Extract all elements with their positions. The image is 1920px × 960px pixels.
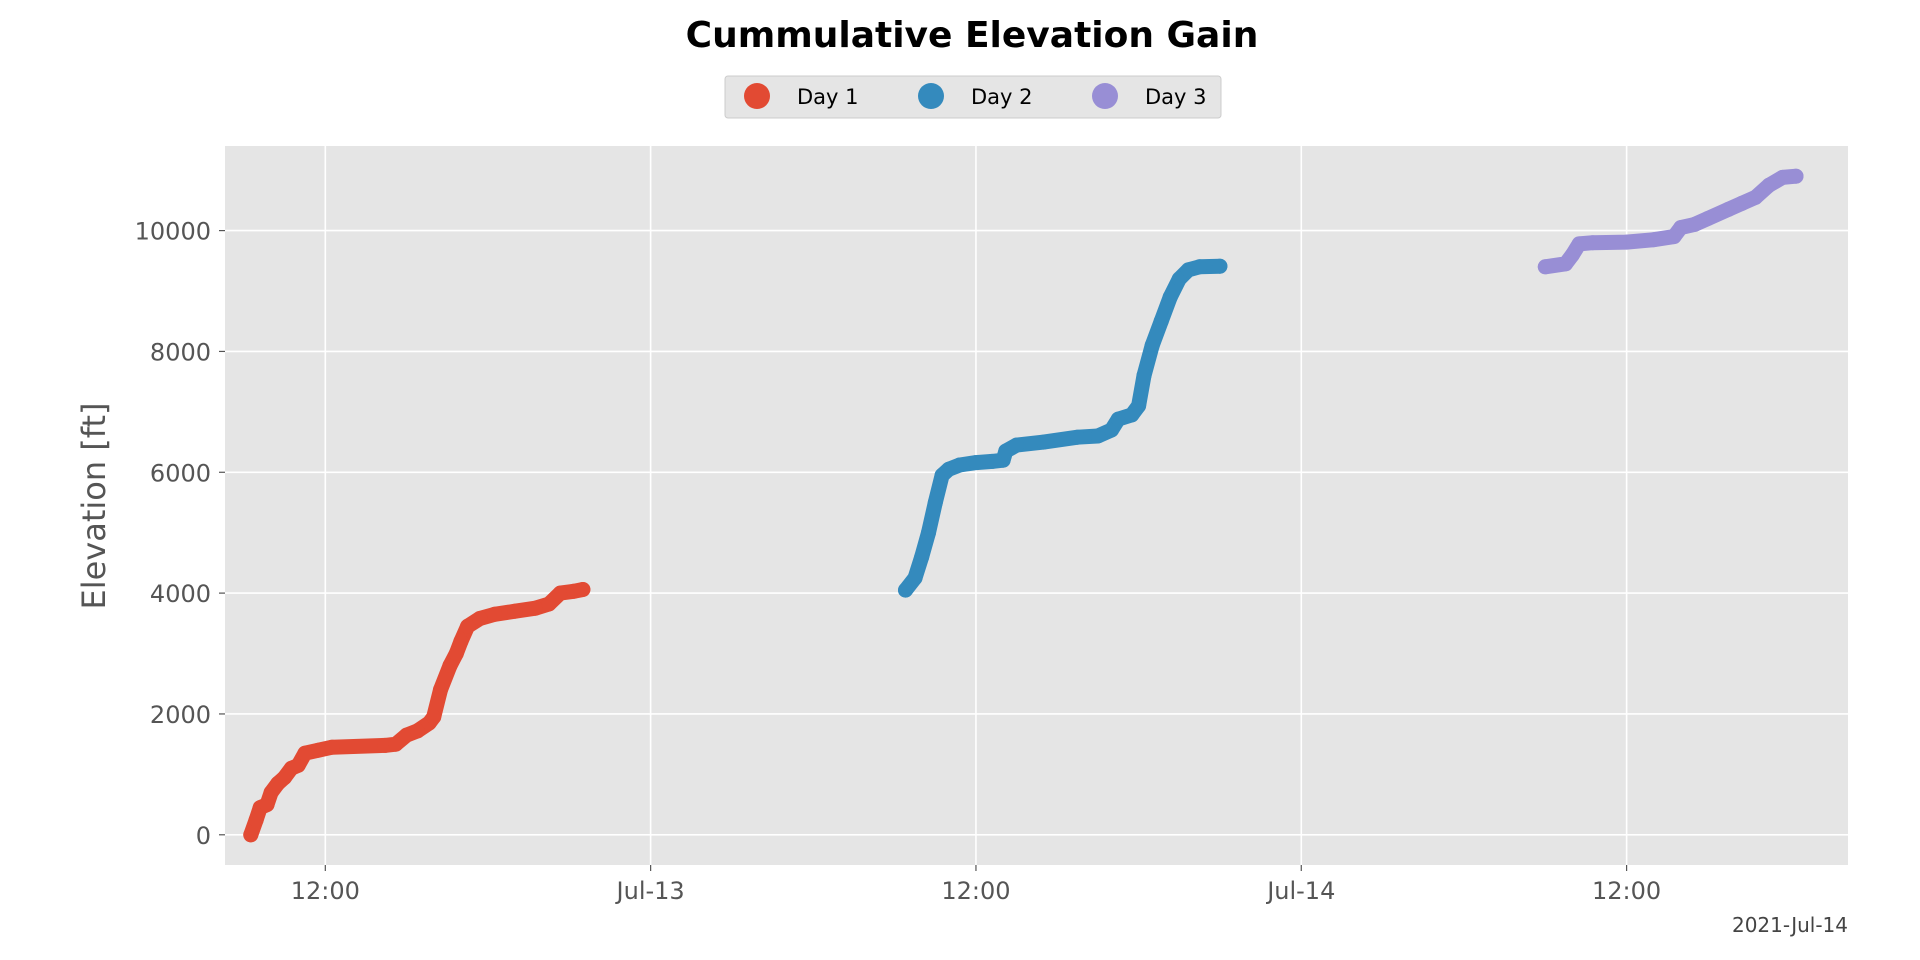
data-point [1747, 189, 1763, 205]
data-point [1734, 195, 1750, 211]
data-point [433, 682, 448, 698]
data-point [927, 495, 943, 510]
data-point [290, 757, 306, 773]
data-point [541, 596, 557, 612]
plot-area [225, 146, 1848, 865]
data-point [1761, 177, 1777, 193]
data-point [1090, 428, 1106, 444]
data-point [426, 709, 442, 725]
series-day-2 [898, 258, 1228, 598]
y-axis-label: Elevation [ft] [75, 402, 113, 609]
x-tick-label: 12:00 [1592, 877, 1661, 905]
x-tick-label: Jul-14 [1265, 877, 1335, 905]
x-axis-ticks: 12:00 Jul-13 12:00 Jul-14 12:00 [291, 865, 1661, 905]
data-point [914, 549, 930, 565]
legend-marker-day-3 [1092, 83, 1118, 109]
data-point [1136, 368, 1152, 384]
data-point [243, 827, 259, 843]
data-point [575, 582, 591, 597]
data-point [1009, 437, 1025, 453]
data-point [297, 745, 313, 761]
data-point [460, 618, 476, 634]
legend-marker-day-2 [918, 83, 944, 109]
x-tick-label: 12:00 [941, 877, 1010, 905]
data-point [1571, 236, 1587, 252]
data-point [388, 736, 404, 752]
data-point [1162, 289, 1178, 305]
data-point [1646, 232, 1662, 248]
data-point [507, 603, 523, 619]
data-point [1720, 201, 1736, 217]
chart-title: Cummulative Elevation Gain [686, 15, 1259, 56]
data-point [442, 658, 458, 674]
y-tick-label: 2000 [150, 701, 211, 729]
series-day-1 [243, 582, 591, 843]
y-tick-label: 10000 [135, 218, 211, 246]
data-point [1110, 411, 1126, 427]
data-point [1192, 259, 1208, 275]
data-point [1673, 220, 1689, 236]
y-axis-ticks: 0 2000 4000 6000 8000 10000 [135, 218, 225, 850]
data-point [527, 600, 543, 616]
legend-label-day-1: Day 1 [797, 85, 859, 109]
data-point [1619, 234, 1635, 250]
data-point [1070, 429, 1086, 445]
data-point [410, 723, 425, 739]
data-point [968, 455, 984, 471]
legend-label-day-2: Day 2 [971, 85, 1033, 109]
data-point [1788, 168, 1804, 184]
data-point [1153, 313, 1169, 329]
data-point [1144, 337, 1160, 353]
data-point [1036, 434, 1052, 450]
legend-label-day-3: Day 3 [1145, 85, 1207, 109]
y-tick-label: 8000 [150, 338, 211, 366]
x-axis-offset-label: 2021-Jul-14 [1732, 913, 1848, 937]
data-point [472, 611, 488, 626]
data-point [487, 606, 503, 622]
data-point [921, 525, 936, 541]
legend: Day 1 Day 2 Day 3 [724, 75, 1222, 119]
data-point [1180, 262, 1196, 278]
data-point [907, 570, 923, 586]
data-point [1775, 169, 1790, 185]
legend-marker-day-1 [744, 83, 770, 109]
data-point [259, 797, 275, 813]
data-point [1131, 398, 1147, 414]
data-point [311, 742, 326, 758]
data-point [898, 582, 913, 598]
y-tick-label: 4000 [150, 580, 211, 608]
data-point [1686, 217, 1702, 232]
data-point [324, 739, 340, 755]
data-point [248, 812, 264, 828]
data-point [952, 457, 968, 473]
series-line-day-2 [898, 258, 1228, 598]
x-tick-label: 12:00 [291, 877, 360, 905]
x-tick-label: Jul-13 [615, 877, 685, 905]
y-tick-label: 6000 [150, 459, 211, 487]
data-point [984, 453, 1000, 469]
data-point [1564, 247, 1580, 263]
data-point [552, 585, 568, 601]
y-tick-label: 0 [196, 822, 211, 850]
data-point [1104, 422, 1119, 438]
data-point [1212, 258, 1228, 274]
gridlines [225, 146, 1848, 865]
data-point [448, 646, 464, 661]
data-point [1700, 211, 1716, 226]
data-point [1585, 235, 1601, 251]
data-point [453, 633, 469, 649]
series-day-3 [1537, 168, 1804, 275]
data-point [1537, 259, 1553, 275]
series-layer [243, 168, 1804, 843]
